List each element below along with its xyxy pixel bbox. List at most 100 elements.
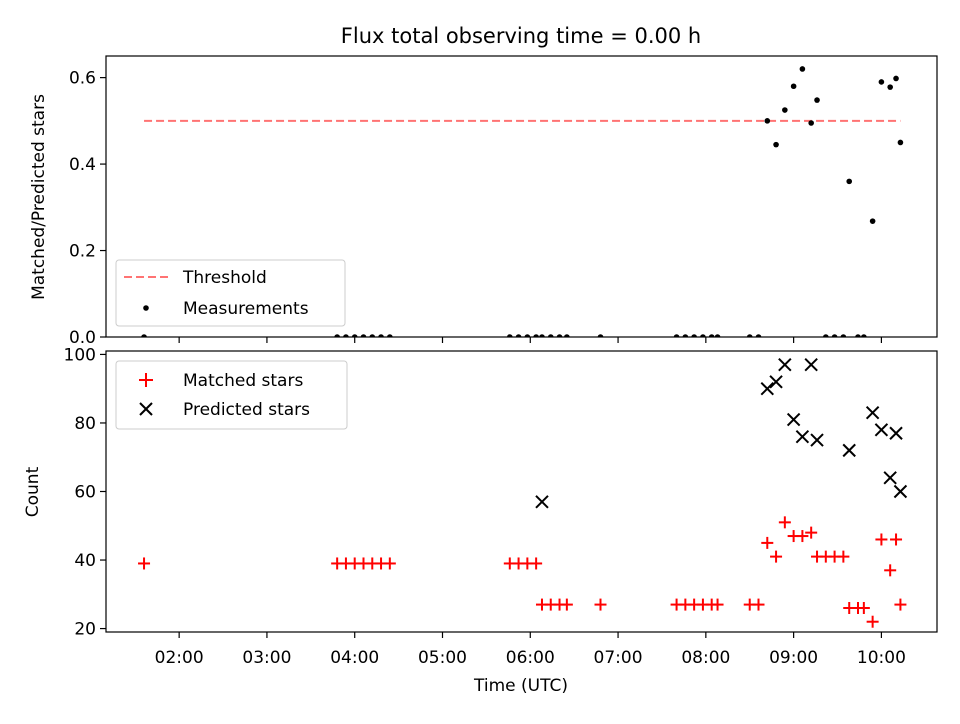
legend-label-threshold: Threshold xyxy=(182,268,267,288)
top-panel: 0.0 0.2 0.4 0.6 Matched/Predicted stars Thr… xyxy=(29,55,938,348)
matched-star-point xyxy=(894,598,907,611)
measurement-point xyxy=(524,334,531,337)
measurement-point xyxy=(887,84,893,90)
measurement-point xyxy=(799,66,806,72)
measurement-point xyxy=(814,97,820,103)
predicted-star-point xyxy=(795,429,810,444)
matched-star-point xyxy=(796,530,809,543)
matched-star-point xyxy=(138,557,151,570)
measurement-point xyxy=(764,118,771,124)
matched-legend-swatch xyxy=(139,373,153,387)
measurement-point xyxy=(506,334,513,337)
measurement-point xyxy=(708,334,715,337)
matched-star-point xyxy=(752,598,765,611)
measurement-point xyxy=(564,334,570,337)
measurement-point xyxy=(360,334,367,337)
matched-star-point xyxy=(770,550,783,563)
x-tick-label: 05:00 xyxy=(418,648,467,668)
measurement-point xyxy=(869,218,876,224)
x-tick-label: 06:00 xyxy=(506,648,555,668)
y-tick-label: 40 xyxy=(74,551,96,571)
matched-star-point xyxy=(560,598,573,611)
y-tick-label: 0.0 xyxy=(69,328,96,348)
measurement-point xyxy=(831,334,838,337)
measurement-point xyxy=(691,334,697,337)
bottom-y-axis-label: Count xyxy=(23,466,43,517)
measurement-point xyxy=(334,334,340,337)
legend-label-measurements: Measurements xyxy=(183,299,309,319)
measurement-point xyxy=(387,334,393,337)
y-tick-label: 60 xyxy=(74,483,96,503)
matched-star-point xyxy=(875,533,888,546)
predicted-star-point xyxy=(810,433,824,447)
top-x-ticks xyxy=(178,337,883,343)
predicted-star-point xyxy=(842,443,856,458)
x-tick-label: 08:00 xyxy=(681,648,730,668)
measurements-legend-swatch xyxy=(143,305,149,311)
chart-title: Flux total observing time = 0.00 h xyxy=(341,24,701,48)
measurement-point xyxy=(700,334,706,337)
measurement-point xyxy=(897,139,904,146)
predicted-star-point xyxy=(865,405,880,420)
x-tick-label: 10:00 xyxy=(857,648,906,668)
measurement-point xyxy=(746,334,753,337)
bottom-plot-area xyxy=(138,358,908,628)
measurement-point xyxy=(343,334,349,337)
matched-star-point xyxy=(884,564,897,577)
measurement-point xyxy=(547,334,554,337)
matched-star-point xyxy=(778,516,791,529)
predicted-star-point xyxy=(883,471,897,485)
predicted-star-point xyxy=(874,423,889,437)
measurement-point xyxy=(840,334,847,337)
matched-star-point xyxy=(594,598,607,611)
x-tick-label: 02:00 xyxy=(155,648,204,668)
measurement-point xyxy=(378,334,384,337)
y-tick-label: 20 xyxy=(74,620,96,640)
x-tick-label: 04:00 xyxy=(330,648,379,668)
matched-star-point xyxy=(530,557,543,570)
top-plot-area xyxy=(141,66,904,337)
x-tick-label: 03:00 xyxy=(242,648,291,668)
y-tick-label: 0.4 xyxy=(69,155,96,175)
legend-label-matched: Matched stars xyxy=(183,371,303,391)
y-tick-label: 0.2 xyxy=(69,242,96,262)
measurement-point xyxy=(351,334,358,337)
y-tick-label: 100 xyxy=(64,345,96,365)
measurement-point xyxy=(861,334,867,337)
measurement-point xyxy=(141,334,147,337)
measurement-point xyxy=(597,334,604,337)
measurement-point xyxy=(893,75,899,82)
measurement-point xyxy=(369,334,376,337)
bottom-legend-frame xyxy=(115,360,348,430)
legend-label-predicted: Predicted stars xyxy=(183,400,310,420)
x-axis-label: Time (UTC) xyxy=(473,676,568,696)
y-tick-label: 0.6 xyxy=(69,69,96,89)
matched-star-point xyxy=(383,557,396,570)
y-tick-label: 80 xyxy=(74,414,96,434)
measurement-point xyxy=(878,79,885,85)
top-y-ticks: 0.0 0.2 0.4 0.6 xyxy=(69,69,106,348)
measurement-point xyxy=(855,334,861,337)
measurement-point xyxy=(556,334,563,337)
measurement-point xyxy=(539,334,545,337)
predicted-star-point xyxy=(804,358,818,372)
x-tick-label: 07:00 xyxy=(594,648,643,668)
measurement-point xyxy=(790,83,797,90)
matched-star-point xyxy=(837,550,850,563)
measurement-point xyxy=(755,334,762,337)
matched-star-point xyxy=(866,615,879,628)
bottom-panel: 20 40 60 80 100 02:00 03:00 04:00 05:00 06:00 07:… xyxy=(23,345,938,696)
measurement-point xyxy=(714,334,721,337)
measurement-point xyxy=(673,334,680,337)
measurement-point xyxy=(533,334,539,337)
bottom-legend: Matched stars Predicted stars xyxy=(115,360,348,430)
top-legend-frame xyxy=(115,259,346,327)
predicted-star-point xyxy=(760,381,774,396)
predicted-star-point xyxy=(769,375,783,389)
predicted-star-point xyxy=(893,484,908,499)
top-y-axis-label: Matched/Predicted stars xyxy=(29,94,49,300)
predicted-star-point xyxy=(535,495,549,509)
predicted-star-point xyxy=(786,412,801,427)
matched-star-point xyxy=(711,598,724,611)
matched-star-point xyxy=(890,533,903,546)
